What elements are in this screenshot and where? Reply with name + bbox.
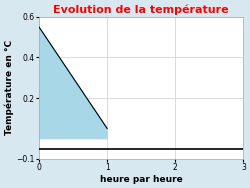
Title: Evolution de la température: Evolution de la température: [54, 4, 229, 15]
Y-axis label: Température en °C: Température en °C: [4, 40, 14, 135]
X-axis label: heure par heure: heure par heure: [100, 175, 182, 184]
Polygon shape: [39, 27, 107, 139]
